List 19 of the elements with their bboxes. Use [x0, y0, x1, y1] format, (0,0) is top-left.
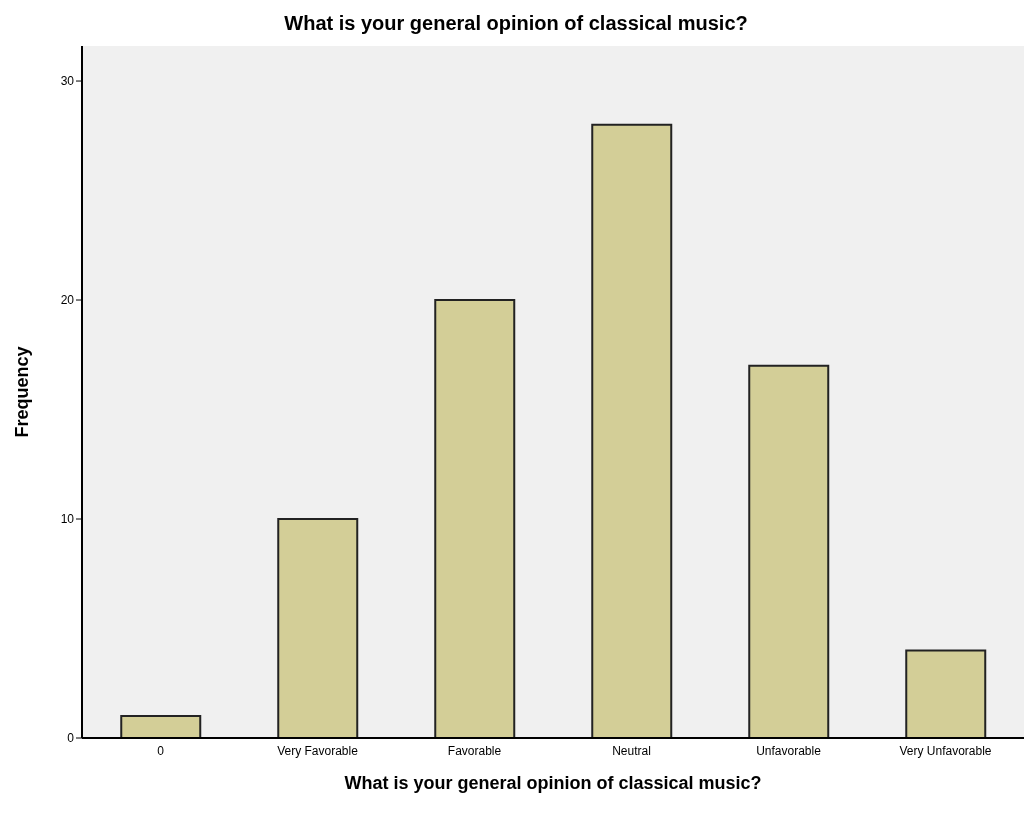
bar — [591, 123, 673, 738]
bar — [434, 299, 516, 738]
bar — [905, 649, 987, 738]
x-tick-label: Unfavorable — [756, 743, 822, 758]
y-tick-label: 10 — [60, 512, 75, 527]
bar — [120, 715, 202, 738]
x-tick-label: Favorable — [447, 743, 502, 758]
y-tick-label: 0 — [67, 731, 75, 746]
y-axis-title: Frequency — [12, 346, 33, 438]
bar — [748, 364, 830, 738]
chart-title: What is your general opinion of classical music? — [283, 11, 749, 36]
x-tick-label: Very Favorable — [277, 743, 359, 758]
y-tick-label: 20 — [60, 293, 75, 308]
x-tick-label: Very Unfavorable — [899, 743, 992, 758]
x-tick-label: Neutral — [612, 743, 651, 758]
y-tick-label: 30 — [60, 74, 75, 89]
x-tick-label: 0 — [157, 743, 165, 758]
bar — [277, 518, 359, 738]
x-axis-title: What is your general opinion of classical music? — [343, 772, 763, 795]
